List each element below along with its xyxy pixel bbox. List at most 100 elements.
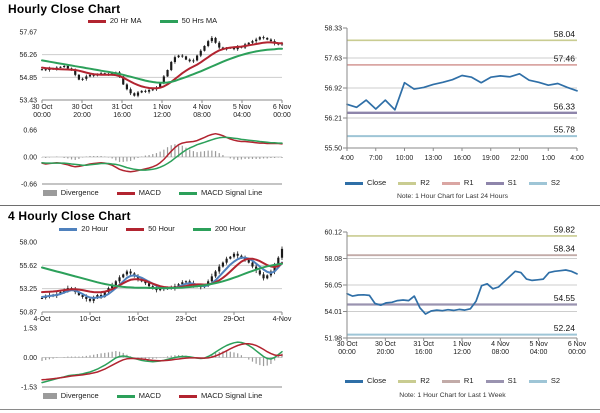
svg-text:53.25: 53.25 xyxy=(19,286,37,293)
legend-item-s1: S1 xyxy=(485,178,517,187)
legend-item-macd-signal: MACD Signal Line xyxy=(178,188,263,197)
hourly-macd-chart: 0.66 0.00 -0.66 xyxy=(21,128,283,188)
svg-text:31 Oct: 31 Oct xyxy=(112,104,133,111)
svg-text:53.43: 53.43 xyxy=(19,98,37,105)
line-swatch xyxy=(344,379,363,383)
svg-text:7:00: 7:00 xyxy=(369,155,383,162)
bar-swatch xyxy=(42,190,57,197)
svg-text:12:00: 12:00 xyxy=(453,349,471,356)
legend-item-close: Close xyxy=(344,178,387,187)
legend-label: Close xyxy=(366,178,387,187)
svg-text:56.26: 56.26 xyxy=(19,52,37,59)
svg-text:4 Nov: 4 Nov xyxy=(193,104,212,111)
svg-text:1 Nov: 1 Nov xyxy=(153,104,172,111)
svg-text:58.08: 58.08 xyxy=(324,256,342,263)
svg-text:08:00: 08:00 xyxy=(492,349,510,356)
svg-text:1:00: 1:00 xyxy=(541,155,555,162)
line-swatch xyxy=(116,394,135,398)
line-swatch xyxy=(528,181,547,185)
svg-text:1.53: 1.53 xyxy=(23,326,37,333)
four-hourly-chart-title: 4 Hourly Close Chart xyxy=(8,209,131,223)
svg-text:16:00: 16:00 xyxy=(113,112,131,119)
svg-text:30 Oct: 30 Oct xyxy=(375,341,396,348)
line-swatch xyxy=(485,379,504,383)
legend-label: S2 xyxy=(550,376,561,385)
svg-text:54.01: 54.01 xyxy=(324,309,342,316)
legend-label: Divergence xyxy=(60,391,99,400)
legend-label: MACD Signal Line xyxy=(200,188,263,197)
svg-text:29-Oct: 29-Oct xyxy=(223,316,244,323)
bottom-border xyxy=(0,409,600,410)
svg-text:16:00: 16:00 xyxy=(415,349,433,356)
svg-text:00:00: 00:00 xyxy=(33,112,51,119)
svg-text:55.50: 55.50 xyxy=(324,146,342,153)
legend-label: MACD xyxy=(138,188,161,197)
weekly-pivot-note: Note: 1 Hour Chart for Last 1 Week xyxy=(399,392,506,399)
svg-text:5 Nov: 5 Nov xyxy=(530,341,549,348)
four-hourly-macd-legend: Divergence MACD MACD Signal Line xyxy=(0,391,305,400)
line-swatch xyxy=(178,191,197,195)
legend-label: 200 Hour xyxy=(214,224,246,233)
legend-item-r2: R2 xyxy=(398,376,430,385)
line-swatch xyxy=(59,227,78,231)
svg-text:56.21: 56.21 xyxy=(324,116,342,123)
svg-text:30 Oct: 30 Oct xyxy=(72,104,93,111)
svg-text:57.46: 57.46 xyxy=(554,53,576,63)
svg-text:13:00: 13:00 xyxy=(424,155,442,162)
svg-text:4:00: 4:00 xyxy=(570,155,584,162)
svg-text:4 Nov: 4 Nov xyxy=(491,341,510,348)
legend-item-20hour: 20 Hour xyxy=(59,224,108,233)
bar-swatch xyxy=(42,393,57,400)
line-swatch xyxy=(528,379,547,383)
legend-item-macd-signal: MACD Signal Line xyxy=(178,391,262,400)
legend-label: MACD xyxy=(138,391,161,400)
svg-text:56.33: 56.33 xyxy=(554,101,576,111)
legend-label: Close xyxy=(366,376,387,385)
svg-text:04:00: 04:00 xyxy=(530,349,548,356)
line-swatch xyxy=(441,379,460,383)
legend-item-s1: S1 xyxy=(485,376,517,385)
legend-label: R1 xyxy=(463,178,474,187)
svg-text:51.98: 51.98 xyxy=(324,336,342,343)
svg-text:00:00: 00:00 xyxy=(273,112,291,119)
svg-text:54.85: 54.85 xyxy=(19,75,37,82)
svg-text:30 Oct: 30 Oct xyxy=(337,341,358,348)
svg-text:5 Nov: 5 Nov xyxy=(233,104,252,111)
svg-text:57.67: 57.67 xyxy=(19,30,37,37)
svg-text:0.00: 0.00 xyxy=(23,355,37,362)
legend-item-200hour: 200 Hour xyxy=(192,224,246,233)
svg-text:16-Oct: 16-Oct xyxy=(127,316,148,323)
svg-text:0.00: 0.00 xyxy=(23,155,37,162)
legend-item-close: Close xyxy=(344,376,387,385)
line-swatch xyxy=(344,181,363,185)
svg-text:00:00: 00:00 xyxy=(338,349,356,356)
legend-item-r2: R2 xyxy=(398,178,430,187)
svg-text:20:00: 20:00 xyxy=(73,112,91,119)
svg-text:04:00: 04:00 xyxy=(233,112,251,119)
svg-text:20:00: 20:00 xyxy=(377,349,395,356)
line-swatch xyxy=(485,181,504,185)
svg-text:54.55: 54.55 xyxy=(554,293,576,303)
svg-text:6 Nov: 6 Nov xyxy=(568,341,587,348)
svg-text:52.24: 52.24 xyxy=(554,323,576,333)
svg-text:58.33: 58.33 xyxy=(324,26,342,33)
legend-item-r1: R1 xyxy=(441,178,474,187)
legend-item-r1: R1 xyxy=(441,376,474,385)
svg-text:60.12: 60.12 xyxy=(324,230,342,237)
svg-text:30 Oct: 30 Oct xyxy=(32,104,53,111)
svg-text:4-Oct: 4-Oct xyxy=(33,316,50,323)
legend-label: Divergence xyxy=(60,188,99,197)
svg-text:00:00: 00:00 xyxy=(568,349,586,356)
svg-text:55.62: 55.62 xyxy=(19,263,37,270)
svg-text:08:00: 08:00 xyxy=(193,112,211,119)
svg-text:-1.53: -1.53 xyxy=(21,385,37,391)
svg-text:10:00: 10:00 xyxy=(396,155,414,162)
legend-item-50hour: 50 Hour xyxy=(126,224,175,233)
svg-text:50.87: 50.87 xyxy=(19,310,37,317)
svg-text:58.00: 58.00 xyxy=(19,240,37,247)
svg-text:0.66: 0.66 xyxy=(23,128,37,135)
legend-item-20hr-ma: 20 Hr MA xyxy=(87,16,142,25)
panel-divider xyxy=(0,205,600,206)
line-swatch xyxy=(116,191,135,195)
